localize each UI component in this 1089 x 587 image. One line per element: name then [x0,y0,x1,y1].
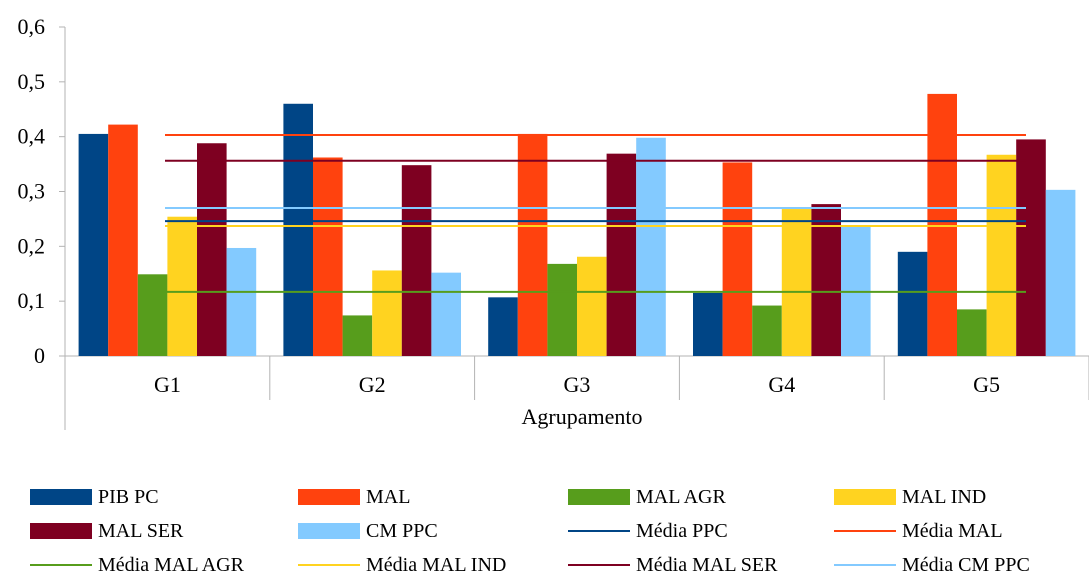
bar-chart: 0 0,1 0,2 0,3 0,4 0,5 0,6 G1 G2 G3 G4 G5 Agrupamen… [18,14,1089,430]
legend-label: MAL AGR [636,485,726,508]
x-tick-label: G5 [973,372,1000,397]
bar-mal-ser-g5 [1016,139,1046,356]
legend-swatch [568,564,630,566]
legend-item: MAL SER [30,516,183,546]
y-tick-label: 0,6 [18,14,46,39]
y-tick-label: 0,5 [18,69,46,94]
legend-swatch [30,489,92,505]
bar-mal-g3 [517,133,548,356]
bar-mal-ser-g1 [197,143,227,356]
legend-swatch [568,530,630,532]
bar-mal-ser-g3 [606,153,637,356]
bar-mal-g1 [108,124,138,356]
legend-item: Média CM PPC [834,550,1030,580]
legend-label: Média MAL AGR [98,553,244,576]
bar-pib-pc-g5 [897,251,928,356]
bar-mal-agr-g1 [137,274,168,356]
y-tick-label: 0,4 [18,124,46,149]
legend-label: Média PPC [636,519,728,542]
legend-label: Média CM PPC [902,553,1030,576]
y-tick-label: 0 [34,343,45,368]
bar-cm-ppc-g1 [226,247,257,356]
legend-swatch [834,530,896,532]
legend-item: MAL AGR [568,482,726,512]
legend-item: Média MAL [834,516,1003,546]
bar-mal-ser-g4 [811,204,841,356]
bar-mal-ser-g2 [401,165,432,356]
legend-item: PIB PC [30,482,159,512]
bar-pib-pc-g4 [693,292,723,356]
bar-cm-ppc-g5 [1045,189,1076,356]
legend-swatch [30,523,92,539]
x-tick-label: G3 [564,372,591,397]
bar-cm-ppc-g4 [841,225,871,356]
legend-swatch [298,489,360,505]
reference-lines [165,134,1026,293]
bar-mal-ind-g5 [986,154,1017,356]
legend-item: CM PPC [298,516,438,546]
legend-item: Média MAL IND [298,550,506,580]
bar-mal-agr-g2 [342,315,373,356]
x-tick-label: G2 [359,372,386,397]
legend-label: MAL [366,485,411,508]
y-tick-label: 0,1 [18,288,46,313]
bar-cm-ppc-g3 [636,137,666,356]
legend-item: Média MAL AGR [30,550,244,580]
y-tick-label: 0,2 [18,233,46,258]
bar-mal-g2 [313,157,343,356]
bar-mal-ind-g3 [577,256,607,356]
legend-item: MAL [298,482,410,512]
legend-swatch [834,489,896,505]
y-axis: 0 0,1 0,2 0,3 0,4 0,5 0,6 [18,14,66,368]
legend-label: CM PPC [366,519,438,542]
bar-cm-ppc-g2 [431,272,461,356]
legend-label: PIB PC [98,485,159,508]
legend-swatch [298,523,360,539]
bar-mal-g4 [722,162,753,356]
legend-label: MAL IND [902,485,987,508]
x-axis-title: Agrupamento [522,404,643,429]
bar-mal-agr-g5 [957,309,987,356]
x-tick-label: G4 [768,372,795,397]
legend-label: Média MAL SER [636,553,778,576]
legend-label: MAL SER [98,519,184,542]
bar-pib-pc-g3 [488,297,518,356]
legend-label: Média MAL [902,519,1003,542]
bars [78,93,1076,357]
legend-swatch [298,564,360,566]
bar-mal-g5 [927,93,957,357]
y-tick-label: 0,3 [18,179,46,204]
bar-mal-ind-g2 [372,270,402,356]
legend-swatch [568,489,630,505]
bar-pib-pc-g1 [78,133,109,356]
x-tick-label: G1 [154,372,181,397]
legend-label: Média MAL IND [366,553,507,576]
bar-mal-agr-g3 [547,263,577,356]
bar-pib-pc-g2 [283,103,313,357]
legend-item: MAL IND [834,482,986,512]
legend-item: Média PPC [568,516,728,546]
bar-mal-ind-g4 [781,209,812,356]
bar-mal-ind-g1 [167,216,197,356]
legend-swatch [834,564,896,566]
bar-mal-agr-g4 [752,305,782,356]
legend-item: Média MAL SER [568,550,777,580]
legend-swatch [30,564,92,566]
